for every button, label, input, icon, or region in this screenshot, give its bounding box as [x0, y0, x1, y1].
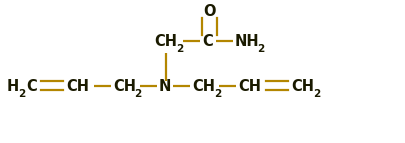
Text: CH: CH: [113, 79, 136, 94]
Text: CH: CH: [192, 79, 215, 94]
Text: 2: 2: [18, 89, 25, 99]
Text: CH: CH: [154, 34, 177, 49]
Text: 2: 2: [258, 44, 265, 54]
Text: 2: 2: [313, 89, 320, 99]
Text: H: H: [6, 79, 19, 94]
Text: O: O: [203, 4, 215, 19]
Text: 2: 2: [176, 44, 183, 54]
Text: C: C: [26, 79, 37, 94]
Text: C: C: [202, 34, 213, 49]
Text: CH: CH: [66, 79, 90, 94]
Text: CH: CH: [291, 79, 314, 94]
Text: CH: CH: [238, 79, 261, 94]
Text: 2: 2: [134, 89, 142, 99]
Text: 2: 2: [214, 89, 221, 99]
Text: N: N: [159, 79, 171, 94]
Text: NH: NH: [235, 34, 260, 49]
